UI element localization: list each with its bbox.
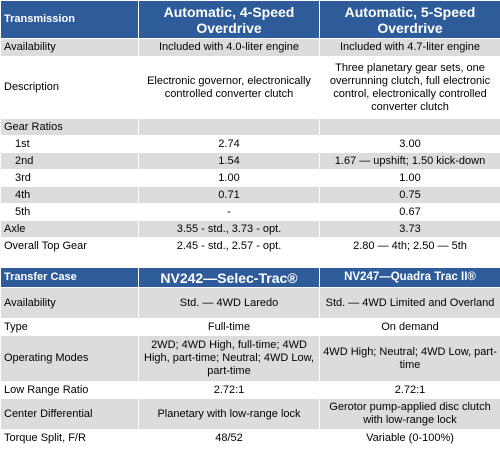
row-label: 3rd [0, 169, 139, 187]
cell-5speed: 3.73 [319, 220, 500, 238]
cell-5speed: 0.75 [319, 186, 500, 204]
row-label: Operating Modes [0, 335, 139, 382]
row-label: Availability [0, 38, 139, 57]
cell-5speed: Included with 4.7-liter engine [319, 38, 500, 57]
row-label: Gear Ratios [0, 118, 139, 136]
table-row: Center Differential Planetary with low-r… [0, 398, 500, 430]
table-row: Overall Top Gear 2.45 - std., 2.57 - opt… [0, 237, 500, 255]
cell-4speed [138, 118, 320, 136]
transfer-header-row: Transfer Case NV242—Selec-Trac® NV247—Qu… [0, 267, 500, 288]
table-row: Availability Std. — 4WD Laredo Std. — 4W… [0, 287, 500, 319]
cell-nv247: 2.72:1 [319, 381, 500, 399]
cell-nv247: Std. — 4WD Limited and Overland [319, 287, 500, 319]
cell-nv242: Full-time [138, 318, 320, 336]
transfer-header-label: Transfer Case [0, 267, 139, 288]
row-label: 5th [0, 203, 139, 221]
cell-4speed: 2.74 [138, 135, 320, 153]
transmission-header-label: Transmission [0, 0, 139, 39]
cell-5speed: 1.67 — upshift; 1.50 kick-down [319, 152, 500, 170]
cell-4speed: 0.71 [138, 186, 320, 204]
cell-nv242: 2WD; 4WD High, full-time; 4WD High, part… [138, 335, 320, 382]
row-label: Type [0, 318, 139, 336]
row-label: 4th [0, 186, 139, 204]
transfer-header-nv242: NV242—Selec-Trac® [138, 267, 320, 288]
cell-nv242: Planetary with low-range lock [138, 398, 320, 430]
row-label: Torque Split, F/R [0, 429, 139, 447]
transmission-header-5speed: Automatic, 5-Speed Overdrive [319, 0, 500, 39]
cell-4speed: 3.55 - std., 3.73 - opt. [138, 220, 320, 238]
row-label: 1st [0, 135, 139, 153]
table-row: 2nd 1.54 1.67 — upshift; 1.50 kick-down [0, 152, 500, 170]
table-row: 4th 0.71 0.75 [0, 186, 500, 204]
table-row: Gear Ratios [0, 118, 500, 136]
cell-5speed: 3.00 [319, 135, 500, 153]
row-label: Center Differential [0, 398, 139, 430]
table-row: Low Range Ratio 2.72:1 2.72:1 [0, 381, 500, 399]
table-row: 5th - 0.67 [0, 203, 500, 221]
cell-5speed: 1.00 [319, 169, 500, 187]
cell-4speed: - [138, 203, 320, 221]
table-row: Axle 3.55 - std., 3.73 - opt. 3.73 [0, 220, 500, 238]
transmission-header-4speed: Automatic, 4-Speed Overdrive [138, 0, 320, 39]
table-row: Description Electronic governor, electro… [0, 56, 500, 119]
cell-4speed: 1.54 [138, 152, 320, 170]
section-spacer [0, 255, 500, 267]
cell-nv242: 48/52 [138, 429, 320, 447]
table-row: Torque Split, F/R 48/52 Variable (0-100%… [0, 429, 500, 447]
transmission-header-row: Transmission Automatic, 4-Speed Overdriv… [0, 0, 500, 39]
cell-nv247: Variable (0-100%) [319, 429, 500, 447]
cell-5speed: 2.80 — 4th; 2.50 — 5th [319, 237, 500, 255]
cell-4speed: 1.00 [138, 169, 320, 187]
cell-5speed [319, 118, 500, 136]
row-label: Availability [0, 287, 139, 319]
cell-4speed: Included with 4.0-liter engine [138, 38, 320, 57]
row-label: Description [0, 56, 139, 119]
table-row: 3rd 1.00 1.00 [0, 169, 500, 187]
transfer-case-table: Transfer Case NV242—Selec-Trac® NV247—Qu… [0, 267, 500, 447]
cell-nv242: Std. — 4WD Laredo [138, 287, 320, 319]
cell-nv247: On demand [319, 318, 500, 336]
cell-4speed: Electronic governor, electronically cont… [138, 56, 320, 119]
transfer-header-nv247: NV247—Quadra Trac II® [319, 267, 500, 288]
row-label: 2nd [0, 152, 139, 170]
cell-nv247: Gerotor pump-applied disc clutch with lo… [319, 398, 500, 430]
cell-nv247: 4WD High; Neutral; 4WD Low, part-time [319, 335, 500, 382]
row-label: Axle [0, 220, 139, 238]
row-label: Low Range Ratio [0, 381, 139, 399]
cell-5speed: 0.67 [319, 203, 500, 221]
table-row: Type Full-time On demand [0, 318, 500, 336]
cell-4speed: 2.45 - std., 2.57 - opt. [138, 237, 320, 255]
table-row: Availability Included with 4.0-liter eng… [0, 38, 500, 57]
row-label: Overall Top Gear [0, 237, 139, 255]
cell-5speed: Three planetary gear sets, one overrunni… [319, 56, 500, 119]
table-row: Operating Modes 2WD; 4WD High, full-time… [0, 335, 500, 382]
table-row: 1st 2.74 3.00 [0, 135, 500, 153]
cell-nv242: 2.72:1 [138, 381, 320, 399]
transmission-table: Transmission Automatic, 4-Speed Overdriv… [0, 0, 500, 255]
